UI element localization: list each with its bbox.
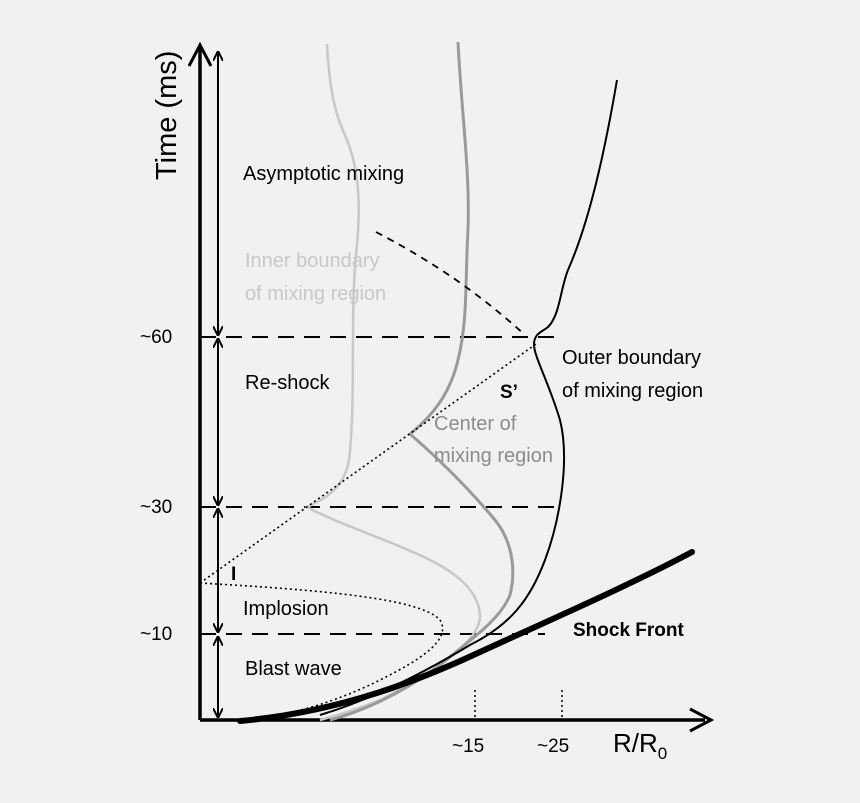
y-axis-arrowhead bbox=[187, 41, 213, 67]
inner-boundary-label-2: of mixing region bbox=[245, 283, 386, 305]
shock-front-curve bbox=[237, 549, 695, 724]
phase-asymptotic-label: Asymptotic mixing bbox=[243, 163, 404, 185]
i-dotted-curve bbox=[199, 582, 444, 719]
center-curve bbox=[329, 41, 515, 722]
outer-boundary-curve bbox=[319, 79, 618, 716]
center-label-1: Center of bbox=[434, 413, 517, 435]
y-axis-label: Time (ms) bbox=[151, 51, 183, 180]
x-tick-25: ~25 bbox=[537, 736, 569, 757]
x-tick-15: ~15 bbox=[452, 736, 484, 757]
x-axis-label: R/R0 bbox=[613, 728, 667, 763]
phase-blast-label: Blast wave bbox=[245, 658, 342, 680]
x-axis-arrowhead bbox=[689, 707, 715, 733]
s-prime-label: S’ bbox=[500, 382, 518, 403]
y-tick-30: ~30 bbox=[140, 497, 172, 518]
phase-reshock-label: Re-shock bbox=[245, 372, 330, 394]
center-label-2: mixing region bbox=[434, 445, 553, 467]
shock-front-label: Shock Front bbox=[573, 620, 685, 641]
inner-boundary-curve bbox=[304, 43, 482, 722]
outer-boundary-label-2: of mixing region bbox=[562, 380, 703, 402]
y-tick-10: ~10 bbox=[140, 624, 172, 645]
inner-boundary-label-1: Inner boundary bbox=[245, 250, 380, 272]
s-prime-dotted-line bbox=[199, 343, 537, 584]
phase-implosion-label: Implosion bbox=[243, 598, 329, 620]
outer-boundary-dashed-projection bbox=[375, 231, 526, 336]
y-tick-60: ~60 bbox=[140, 327, 172, 348]
i-label: I bbox=[231, 564, 236, 585]
outer-boundary-label-1: Outer boundary bbox=[562, 347, 701, 369]
